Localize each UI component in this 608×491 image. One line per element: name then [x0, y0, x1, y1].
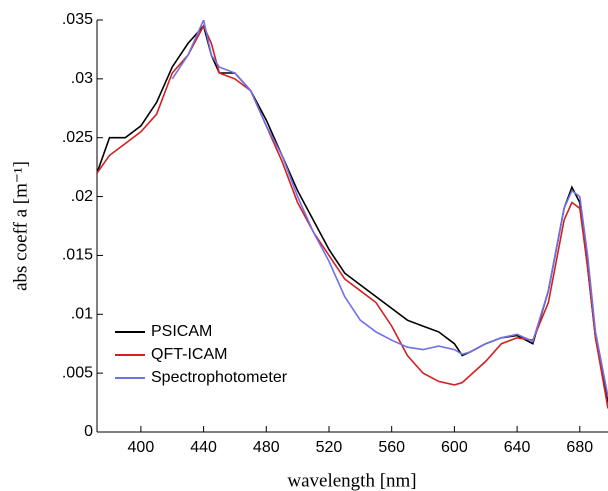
x-tick-label: 600: [441, 439, 468, 456]
x-axis-label: wavelength [nm]: [287, 470, 416, 491]
y-tick-label: .02: [71, 188, 93, 205]
y-axis-label: abs coeff a [m⁻¹]: [10, 161, 31, 291]
y-tick-label: 0: [84, 423, 93, 440]
series-line: [171, 20, 608, 397]
y-tick-label: .01: [71, 306, 93, 323]
y-tick-label: .015: [62, 247, 93, 264]
y-tick-label: .03: [71, 70, 93, 87]
y-tick-label: .035: [62, 11, 93, 28]
x-tick-label: 640: [504, 439, 531, 456]
x-tick-label: 440: [190, 439, 217, 456]
x-tick-label: 480: [253, 439, 280, 456]
x-tick-label: 680: [566, 439, 593, 456]
x-tick-label: 400: [128, 439, 155, 456]
legend-label: QFT-ICAM: [151, 346, 227, 363]
x-tick-label: 520: [316, 439, 343, 456]
y-tick-label: .025: [62, 129, 93, 146]
legend-label: PSICAM: [151, 323, 212, 340]
x-tick-label: 560: [378, 439, 405, 456]
y-tick-label: .005: [62, 364, 93, 381]
legend-label: Spectrophotometer: [151, 369, 288, 386]
